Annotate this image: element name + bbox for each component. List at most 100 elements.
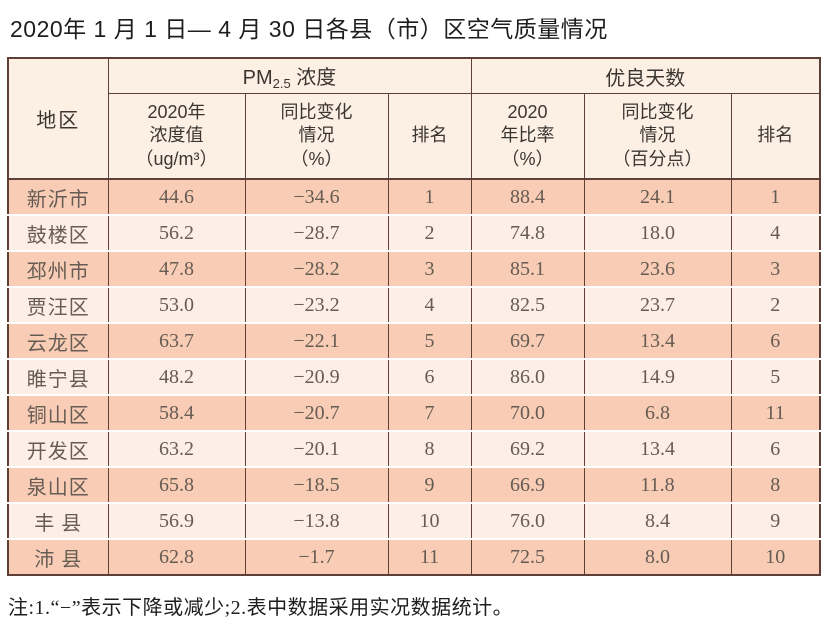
cell-days-change: 13.4: [583, 322, 731, 359]
cell-region: 睢宁县: [7, 358, 108, 395]
cell-pm-rank: 2: [387, 214, 471, 251]
cell-days-change: 6.8: [583, 394, 731, 431]
pm-label-suffix: 浓度: [290, 67, 337, 89]
table-row: 丰 县 56.9 −13.8 10 76.0 8.4 9: [7, 502, 821, 539]
cell-pm: 47.8: [107, 250, 245, 287]
cell-pm-rank: 5: [387, 322, 471, 359]
cell-pm-change: −22.1: [244, 322, 388, 359]
table-row: 开发区 63.2 −20.1 8 69.2 13.4 6: [7, 430, 821, 467]
cell-days-rank: 6: [730, 430, 821, 467]
cell-pm: 56.9: [107, 502, 245, 539]
cell-pm-change: −28.2: [244, 250, 388, 287]
cell-days-rank: 3: [730, 250, 821, 287]
cell-pm-change: −20.9: [244, 358, 388, 395]
cell-days-change: 24.1: [583, 178, 731, 215]
page-title: 2020年 1 月 1 日— 4 月 30 日各县（市）区空气质量情况: [10, 16, 608, 42]
cell-region: 沛 县: [7, 538, 108, 575]
cell-days: 66.9: [470, 466, 584, 503]
sub-header-row: 2020年 浓度值 （ug/m³） 同比变化 情况 （%） 排名 2020 年比…: [8, 93, 821, 180]
cell-days: 76.0: [470, 502, 584, 539]
table-row: 邳州市 47.8 −28.2 3 85.1 23.6 3: [7, 250, 821, 287]
region-header-cell: 地区: [7, 58, 108, 180]
cell-pm: 44.6: [107, 178, 245, 215]
cell-days-change: 18.0: [583, 214, 731, 251]
footnote: 注:1.“−”表示下降或减少;2.表中数据采用实况数据统计。: [8, 597, 514, 619]
cell-pm-rank: 8: [387, 430, 471, 467]
cell-region: 鼓楼区: [7, 214, 108, 251]
cell-days-rank: 2: [730, 286, 821, 323]
cell-pm-rank: 9: [387, 466, 471, 503]
cell-days: 86.0: [470, 358, 584, 395]
cell-pm-change: −28.7: [244, 214, 388, 251]
cell-pm: 63.2: [107, 430, 245, 467]
cell-days-change: 23.6: [583, 250, 731, 287]
cell-pm: 53.0: [107, 286, 245, 323]
cell-days-rank: 8: [730, 466, 821, 503]
subheader-pm-rank: 排名: [387, 93, 471, 180]
table-row: 沛 县 62.8 −1.7 11 72.5 8.0 10: [7, 538, 821, 575]
cell-days: 70.0: [470, 394, 584, 431]
cell-days-rank: 9: [730, 502, 821, 539]
pm-group-header: PM2.5 浓度: [107, 58, 471, 94]
cell-pm-change: −20.1: [244, 430, 388, 467]
cell-days: 72.5: [470, 538, 584, 575]
cell-pm: 48.2: [107, 358, 245, 395]
group-header-row: 地区 PM2.5 浓度 优良天数: [7, 58, 821, 180]
cell-pm: 56.2: [107, 214, 245, 251]
cell-days-change: 14.9: [583, 358, 731, 395]
cell-region: 铜山区: [7, 394, 108, 431]
cell-pm-rank: 3: [387, 250, 471, 287]
cell-pm: 63.7: [107, 322, 245, 359]
subheader-days-rank: 排名: [730, 93, 821, 180]
cell-days-rank: 4: [730, 214, 821, 251]
cell-region: 邳州市: [7, 250, 108, 287]
cell-pm-rank: 7: [387, 394, 471, 431]
cell-pm: 62.8: [107, 538, 245, 575]
air-quality-table: 地区 PM2.5 浓度 优良天数 2020年 浓度值 （ug/m³） 同比变化 …: [7, 57, 822, 576]
subheader-days-change: 同比变化 情况 （百分点）: [583, 93, 731, 180]
table-row: 泉山区 65.8 −18.5 9 66.9 11.8 8: [7, 466, 821, 503]
cell-region: 泉山区: [7, 466, 108, 503]
cell-pm-rank: 1: [387, 178, 471, 215]
table-row: 新沂市 44.6 −34.6 1 88.4 24.1 1: [7, 178, 821, 215]
pm-label-subscript: 2.5: [272, 76, 291, 91]
cell-pm-rank: 11: [387, 538, 471, 575]
cell-days-rank: 11: [730, 394, 821, 431]
cell-pm: 58.4: [107, 394, 245, 431]
cell-pm-rank: 4: [387, 286, 471, 323]
cell-days: 69.7: [470, 322, 584, 359]
table-body: 新沂市 44.6 −34.6 1 88.4 24.1 1 鼓楼区 56.2 −28.7 2 74.8 1…: [7, 178, 821, 575]
cell-pm-change: −13.8: [244, 502, 388, 539]
cell-days-change: 8.4: [583, 502, 731, 539]
cell-days-rank: 5: [730, 358, 821, 395]
subheader-pm-value: 2020年 浓度值 （ug/m³）: [107, 93, 245, 180]
subheader-days-rate: 2020 年比率 （%）: [470, 93, 584, 180]
cell-days-change: 13.4: [583, 430, 731, 467]
cell-days: 85.1: [470, 250, 584, 287]
cell-region: 云龙区: [7, 322, 108, 359]
cell-pm-rank: 6: [387, 358, 471, 395]
cell-region: 新沂市: [7, 178, 108, 215]
table-row: 睢宁县 48.2 −20.9 6 86.0 14.9 5: [7, 358, 821, 395]
cell-days-rank: 6: [730, 322, 821, 359]
cell-pm-change: −20.7: [244, 394, 388, 431]
pm-label-prefix: PM: [242, 67, 273, 89]
cell-days: 88.4: [470, 178, 584, 215]
cell-region: 贾汪区: [7, 286, 108, 323]
table-row: 云龙区 63.7 −22.1 5 69.7 13.4 6: [7, 322, 821, 359]
cell-pm-rank: 10: [387, 502, 471, 539]
days-group-header: 优良天数: [470, 58, 821, 94]
cell-pm-change: −34.6: [244, 178, 388, 215]
cell-pm: 65.8: [107, 466, 245, 503]
cell-region: 丰 县: [7, 502, 108, 539]
cell-days-rank: 10: [730, 538, 821, 575]
table-row: 鼓楼区 56.2 −28.7 2 74.8 18.0 4: [7, 214, 821, 251]
cell-region: 开发区: [7, 430, 108, 467]
table-header: 地区 PM2.5 浓度 优良天数 2020年 浓度值 （ug/m³） 同比变化 …: [7, 58, 821, 180]
cell-days: 82.5: [470, 286, 584, 323]
cell-pm-change: −18.5: [244, 466, 388, 503]
cell-days-change: 11.8: [583, 466, 731, 503]
cell-pm-change: −1.7: [244, 538, 388, 575]
cell-days: 69.2: [470, 430, 584, 467]
table-row: 铜山区 58.4 −20.7 7 70.0 6.8 11: [7, 394, 821, 431]
